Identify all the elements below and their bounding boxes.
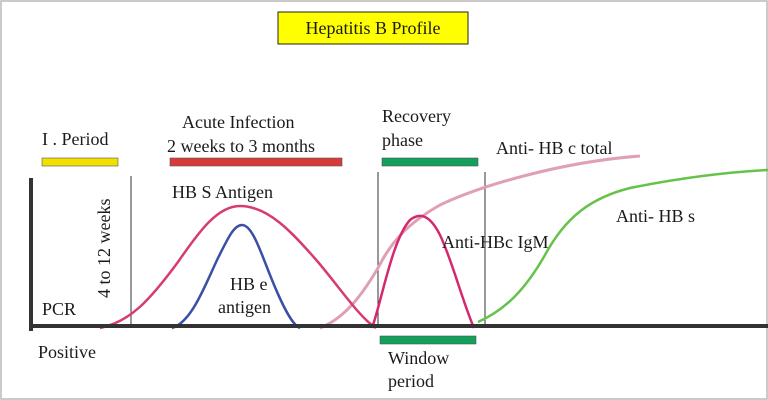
hbsag-curve — [99, 204, 377, 330]
anti-hbs-label: Anti- HB s — [616, 206, 695, 226]
title-box — [277, 11, 469, 45]
positive-label: Positive — [38, 342, 96, 362]
anti-hbc-igm-curve — [370, 214, 476, 329]
incubation-bar — [41, 157, 119, 167]
anti-hbc-total-label: Anti- HB c total — [496, 138, 612, 158]
pcr-label: PCR — [42, 299, 76, 319]
window-label: Window — [388, 348, 449, 368]
anti-hbc-igm-label: Anti-HBc IgM — [442, 232, 549, 252]
anti-hbc-total-curve — [319, 154, 641, 330]
recovery-phase-bar — [381, 157, 479, 167]
acute-infection-label: Acute Infection — [182, 112, 294, 132]
hbeag-curve — [171, 223, 301, 330]
title-text: Hepatitis B Profile — [306, 18, 441, 38]
window-period-bar — [379, 335, 477, 345]
hbsag-label: HB S Antigen — [172, 182, 273, 202]
recovery-phase-label: phase — [382, 130, 423, 150]
window-period-label: period — [388, 371, 434, 391]
acute-infection-bar — [169, 157, 343, 167]
recovery-label: Recovery — [382, 106, 451, 126]
acute-duration-label: 2 weeks to 3 months — [167, 136, 315, 156]
hbeag-label-line1: HB e — [230, 274, 268, 294]
anti-hbs-curve — [477, 168, 768, 324]
incubation-period-label: I . Period — [42, 129, 109, 149]
incubation-duration-label: 4 to 12 weeks — [94, 199, 114, 298]
hbeag-label-line2: antigen — [218, 297, 271, 317]
